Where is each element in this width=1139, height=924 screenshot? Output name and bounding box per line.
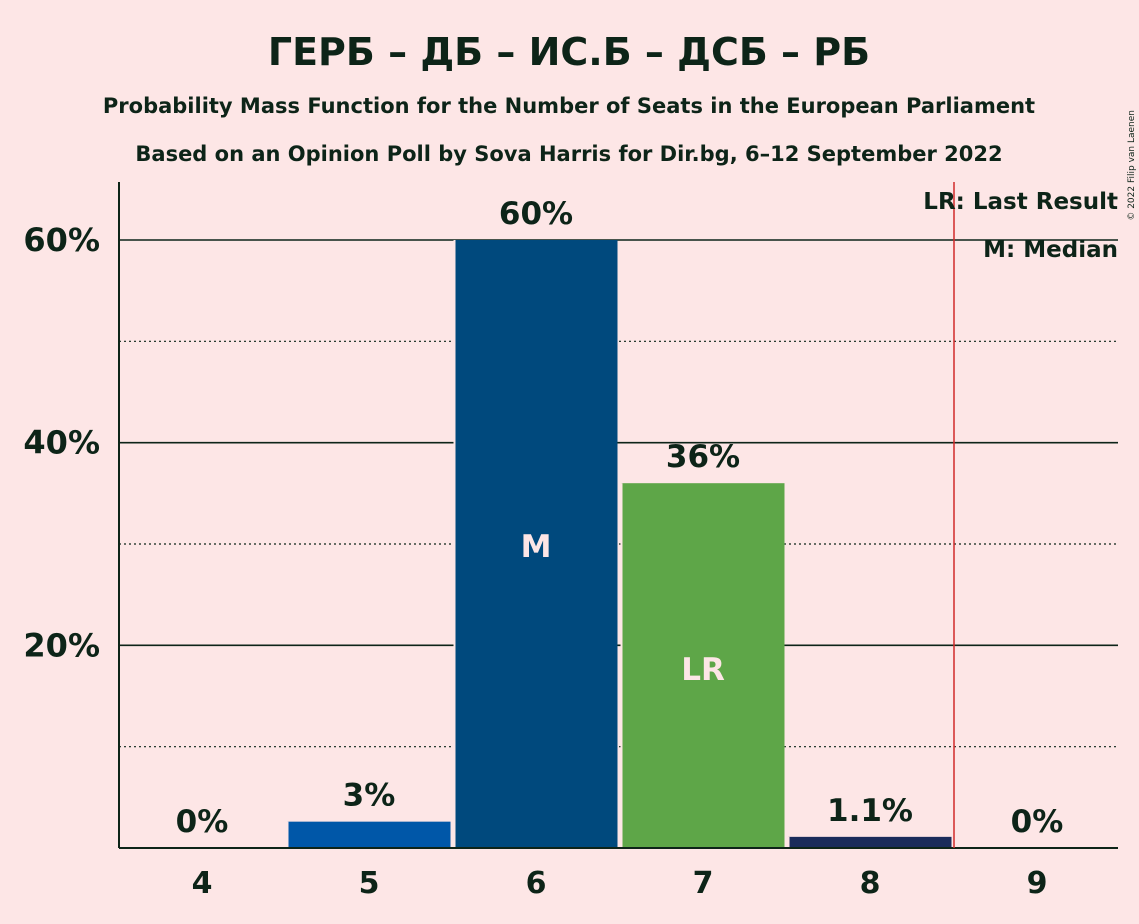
x-tick-label: 9 (1027, 866, 1048, 901)
data-label-6: 60% (499, 196, 573, 232)
x-tick-label: 5 (359, 866, 380, 901)
data-label-9: 0% (1011, 804, 1064, 840)
data-label-8: 1.1% (827, 793, 913, 829)
data-label-4: 0% (176, 804, 229, 840)
x-tick-label: 7 (693, 866, 714, 901)
y-tick-label: 60% (23, 221, 100, 259)
chart-source: Based on an Opinion Poll by Sova Harris … (135, 142, 1002, 166)
data-label-5: 3% (343, 778, 396, 814)
x-tick-label: 4 (192, 866, 213, 901)
data-label-7: 36% (666, 439, 740, 475)
inner-label-LR: LR (681, 652, 725, 688)
x-axis-ticks: 4 5 6 7 8 9 (192, 866, 1048, 901)
x-tick-label: 8 (860, 866, 881, 901)
bar-5 (287, 821, 451, 848)
x-tick-label: 6 (526, 866, 547, 901)
bar-7 (621, 483, 785, 848)
y-tick-label: 40% (23, 424, 100, 462)
legend-median: M: Median (983, 237, 1118, 263)
inner-label-M: M (521, 529, 552, 565)
bar-6 (454, 240, 618, 848)
y-tick-label: 20% (23, 626, 100, 664)
bars (286, 240, 952, 848)
data-labels: 0% 3% 60% M 36% LR 1.1% 0% (176, 196, 1064, 840)
chart-subtitle: Probability Mass Function for the Number… (103, 94, 1035, 118)
y-axis-ticks: 20% 40% 60% (23, 221, 100, 664)
copyright-note: © 2022 Filip van Laenen (1127, 110, 1137, 221)
bar-8 (788, 836, 952, 848)
chart-title: ГЕРБ – ДБ – ИС.Б – ДСБ – РБ (268, 30, 870, 74)
legend-last-result: LR: Last Result (923, 189, 1118, 215)
gridlines (119, 239, 1118, 748)
